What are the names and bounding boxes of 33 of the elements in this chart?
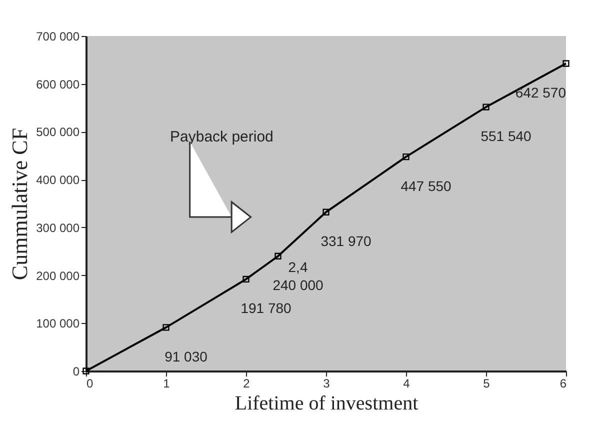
y-tick-label: 300 000 xyxy=(36,220,80,235)
point xyxy=(562,60,570,67)
data-label: 551 540 xyxy=(480,128,532,144)
data-label: 642 570 xyxy=(515,84,566,100)
y-tick-label: 100 000 xyxy=(36,316,80,331)
y-tick-label: 400 000 xyxy=(36,173,80,188)
point xyxy=(322,208,330,216)
data-label: 331 970 xyxy=(320,233,372,250)
point xyxy=(482,104,490,110)
point xyxy=(242,276,250,283)
x-tick-label: 2 xyxy=(243,376,250,390)
y-tick-label: 600 000 xyxy=(36,77,80,92)
data-label: 240 000 xyxy=(272,277,324,294)
data-label: 91 030 xyxy=(164,348,208,364)
data-label: 191 780 xyxy=(240,300,292,316)
y-tick-label: 500 000 xyxy=(36,125,80,140)
y-axis-title: Cummulative CF xyxy=(7,128,32,280)
x-tick-label: 3 xyxy=(323,376,330,390)
y-tick-label: 700 000 xyxy=(36,30,80,44)
point xyxy=(402,153,410,160)
point xyxy=(162,324,170,331)
x-tick-label: 0 xyxy=(86,376,94,390)
x-tick-label: 6 xyxy=(560,376,567,390)
x-tick-label: 4 xyxy=(403,376,410,390)
y-tick-label: 200 000 xyxy=(36,268,80,283)
x-tick-label: 5 xyxy=(483,376,490,390)
annotation: Payback period xyxy=(170,128,274,146)
x-tick-label: 1 xyxy=(163,376,170,390)
data-label: 447 550 xyxy=(400,178,452,194)
x-axis-title: Lifetime of investment xyxy=(234,392,419,414)
annotation: 2,4 xyxy=(288,259,308,276)
point xyxy=(274,252,282,260)
y-tick-label: 0 xyxy=(72,364,80,378)
